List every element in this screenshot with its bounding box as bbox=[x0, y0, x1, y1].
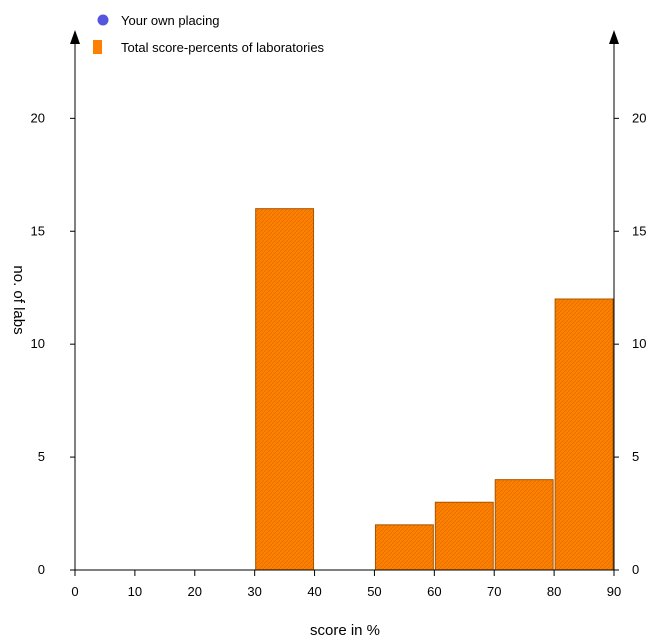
x-tick-label: 40 bbox=[307, 584, 321, 599]
left-y-tick-label: 15 bbox=[31, 223, 45, 238]
bar-30-40 bbox=[255, 208, 315, 571]
x-tick-label: 30 bbox=[247, 584, 261, 599]
legend-label-own-placing: Your own placing bbox=[121, 13, 220, 28]
x-tick-label: 20 bbox=[188, 584, 202, 599]
bar-70-80 bbox=[494, 479, 554, 571]
y-axis-title: no. of labs bbox=[10, 265, 27, 334]
right-y-tick-label: 5 bbox=[632, 449, 639, 464]
x-axis-title: score in % bbox=[310, 622, 380, 639]
left-y-tick-label: 0 bbox=[38, 562, 45, 577]
bars-group bbox=[255, 208, 614, 571]
x-tick-label: 70 bbox=[487, 584, 501, 599]
x-tick-label: 50 bbox=[367, 584, 381, 599]
right-y-axis-arrow-icon bbox=[609, 30, 619, 44]
x-axis-ticks: 0 10 20 30 40 50 60 70 80 90 bbox=[71, 570, 621, 599]
bar-80-90 bbox=[554, 298, 614, 571]
x-tick-label: 90 bbox=[607, 584, 621, 599]
left-y-axis-arrow-icon bbox=[70, 30, 80, 44]
left-y-tick-label: 10 bbox=[31, 336, 45, 351]
right-y-tick-label: 20 bbox=[632, 110, 646, 125]
x-tick-label: 60 bbox=[427, 584, 441, 599]
legend-marker-own-placing bbox=[97, 14, 109, 26]
legend-label-lab-scores: Total score-percents of laboratories bbox=[121, 40, 325, 55]
legend-marker-lab-scores bbox=[93, 40, 102, 54]
bar-60-70 bbox=[434, 501, 494, 571]
right-y-tick-label: 15 bbox=[632, 223, 646, 238]
right-y-axis-ticks: 0 5 10 15 20 bbox=[614, 110, 646, 577]
bar-50-60 bbox=[374, 524, 434, 571]
x-tick-label: 10 bbox=[128, 584, 142, 599]
right-y-tick-label: 10 bbox=[632, 336, 646, 351]
left-y-axis-ticks: 0 5 10 15 20 bbox=[31, 110, 75, 577]
left-y-tick-label: 5 bbox=[38, 449, 45, 464]
x-tick-label: 80 bbox=[547, 584, 561, 599]
legend: Your own placing Total score-percents of… bbox=[93, 13, 325, 55]
left-y-tick-label: 20 bbox=[31, 110, 45, 125]
x-tick-label: 0 bbox=[71, 584, 78, 599]
right-y-tick-label: 0 bbox=[632, 562, 639, 577]
